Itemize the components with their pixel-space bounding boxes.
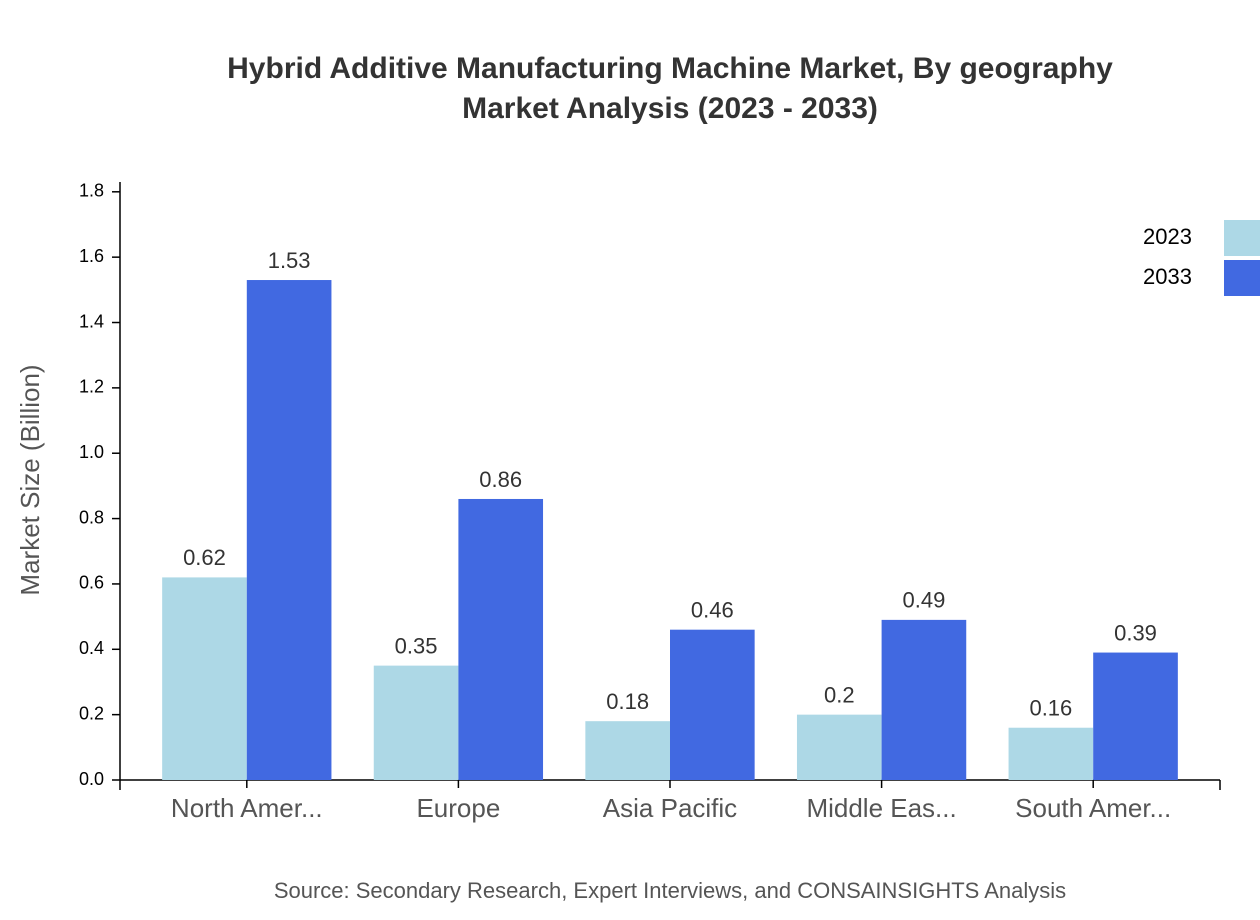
y-tick-label: 1.0 [79,442,104,462]
y-tick-label: 1.4 [79,311,104,331]
y-tick-label: 1.8 [79,181,104,201]
x-tick-label: South Amer... [1015,793,1171,823]
y-tick-label: 1.2 [79,377,104,397]
legend-swatch [1224,220,1260,256]
x-tick-label: Asia Pacific [603,793,737,823]
bar [458,498,544,780]
bar [1093,652,1178,780]
y-tick-label: 0.8 [79,507,104,527]
value-label: 0.49 [903,588,946,613]
x-tick-label: North Amer... [171,793,323,823]
y-tick-label: 0.0 [79,769,104,789]
bar [162,577,247,780]
x-tick-label: Europe [416,793,500,823]
value-label: 0.62 [183,545,226,570]
y-tick-label: 1.6 [79,246,104,266]
x-tick-label: Middle Eas... [806,793,956,823]
legend-swatch [1224,260,1260,296]
value-label: 0.39 [1114,620,1157,645]
value-label: 0.35 [395,633,438,658]
value-label: 0.16 [1029,696,1072,721]
value-label: 0.86 [479,467,522,492]
chart-title: Hybrid Additive Manufacturing Machine Ma… [227,52,1113,85]
bar [585,721,670,780]
y-tick-label: 0.2 [79,703,104,723]
value-label: 0.18 [606,689,649,714]
chart-subtitle: Market Analysis (2023 - 2033) [462,92,878,125]
y-tick-label: 0.6 [79,573,104,593]
bar [670,629,755,780]
value-label: 0.2 [824,682,855,707]
legend-label: 2033 [1143,264,1192,289]
value-label: 0.46 [691,597,734,622]
value-label: 1.53 [268,248,311,273]
bar [796,714,882,780]
bar [373,665,459,780]
bar [1008,727,1094,780]
bar [246,280,332,780]
y-tick-label: 0.4 [79,638,104,658]
bar [881,619,967,780]
legend-label: 2023 [1143,224,1192,249]
y-axis-label: Market Size (Billion) [15,364,45,595]
source-note: Source: Secondary Research, Expert Inter… [274,878,1066,903]
